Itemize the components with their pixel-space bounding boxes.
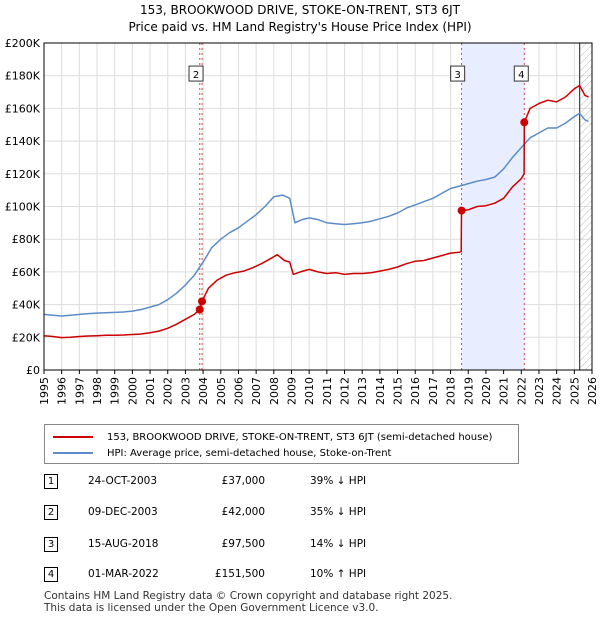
y-tick-label: £40K <box>12 299 41 312</box>
x-tick-label: 2021 <box>498 377 511 405</box>
x-tick-label: 2020 <box>480 377 493 405</box>
chart-subtitle: Price paid vs. HM Land Registry's House … <box>128 20 472 34</box>
transaction-point <box>457 206 466 215</box>
transaction-price: £37,000 <box>221 475 265 487</box>
y-tick-label: £180K <box>5 70 41 83</box>
footer-copyright: Contains HM Land Registry data © Crown c… <box>44 590 453 602</box>
x-tick-label: 2008 <box>268 377 281 405</box>
transaction-label-number: 3 <box>454 70 460 81</box>
hpi-line <box>43 112 589 317</box>
x-tick-label: 1997 <box>73 377 86 405</box>
forecast-hatch-region <box>579 43 592 370</box>
y-tick-label: £120K <box>5 168 41 181</box>
x-tick-label: 1998 <box>91 377 104 405</box>
transaction-date: 15-AUG-2018 <box>88 538 159 550</box>
transaction-price: £42,000 <box>221 506 265 518</box>
transaction-hpi: 35% ↓ HPI <box>310 506 367 518</box>
transaction-label-number: 2 <box>193 70 199 81</box>
x-tick-label: 2010 <box>303 377 316 405</box>
shaded-region <box>461 43 525 370</box>
y-tick-label: £60K <box>12 266 41 279</box>
transaction-row: 4 01-MAR-2022 £151,500 10% ↑ HPI <box>0 567 600 587</box>
footer-licence: This data is licensed under the Open Gov… <box>44 602 379 614</box>
x-tick-label: 2007 <box>250 377 263 405</box>
x-tick-label: 2000 <box>126 377 139 405</box>
chart-title: 153, BROOKWOOD DRIVE, STOKE-ON-TRENT, ST… <box>139 3 461 17</box>
transaction-date: 24-OCT-2003 <box>88 475 157 487</box>
x-tick-label: 2011 <box>321 377 334 405</box>
transaction-date: 01-MAR-2022 <box>88 568 159 580</box>
x-tick-label: 1999 <box>109 377 122 405</box>
y-tick-label: £140K <box>5 135 41 148</box>
y-tick-label: £20K <box>12 331 41 344</box>
y-tick-label: £0 <box>26 364 40 377</box>
x-tick-label: 2023 <box>533 377 546 405</box>
x-tick-label: 2016 <box>409 377 422 405</box>
transaction-number: 4 <box>44 567 58 582</box>
x-tick-label: 2005 <box>215 377 228 405</box>
legend-label-hpi: HPI: Average price, semi-detached house,… <box>107 447 392 459</box>
legend-item-hpi: HPI: Average price, semi-detached house,… <box>53 446 391 460</box>
transaction-label-box <box>450 65 466 82</box>
x-tick-label: 1996 <box>56 377 69 405</box>
x-tick-label: 2012 <box>339 377 352 405</box>
price-chart: 2 3 4 £0 £20K £40K £60K £80K £100K £120K £140K £16… <box>5 37 599 405</box>
x-tick-label: 2003 <box>179 377 192 405</box>
x-tick-label: 2017 <box>427 377 440 405</box>
x-tick-label: 2006 <box>232 377 245 405</box>
transaction-row: 1 24-OCT-2003 £37,000 39% ↓ HPI <box>0 474 600 494</box>
x-tick-label: 2026 <box>586 377 599 405</box>
x-tick-label: 2001 <box>144 377 157 405</box>
x-tick-label: 2013 <box>356 377 369 405</box>
footer: Contains HM Land Registry data © Crown c… <box>44 590 452 614</box>
transaction-hpi: 10% ↑ HPI <box>310 568 367 580</box>
x-tick-label: 2024 <box>551 377 564 405</box>
legend-swatch-hpi <box>53 452 93 454</box>
transaction-label-number: 4 <box>518 70 524 81</box>
x-tick-label: 1995 <box>38 377 51 405</box>
transaction-price: £151,500 <box>214 568 265 580</box>
x-tick-label: 2022 <box>515 377 528 405</box>
transaction-row: 3 15-AUG-2018 £97,500 14% ↓ HPI <box>0 537 600 557</box>
transaction-label-box <box>513 65 529 82</box>
y-tick-label: £80K <box>12 233 41 246</box>
legend-item-property: 153, BROOKWOOD DRIVE, STOKE-ON-TRENT, ST… <box>53 430 492 444</box>
transaction-number: 1 <box>44 474 58 489</box>
transaction-number: 3 <box>44 537 58 552</box>
x-tick-label: 2025 <box>568 377 581 405</box>
y-tick-label: £160K <box>5 102 41 115</box>
transaction-label-box <box>188 65 204 82</box>
x-tick-label: 2002 <box>162 377 175 405</box>
y-tick-label: £100K <box>5 201 41 214</box>
legend-swatch-property <box>53 436 93 438</box>
transaction-hpi: 39% ↓ HPI <box>310 475 367 487</box>
chart-legend: 153, BROOKWOOD DRIVE, STOKE-ON-TRENT, ST… <box>44 424 519 464</box>
x-tick-label: 2014 <box>374 377 387 405</box>
y-tick-label: £200K <box>5 37 41 50</box>
x-tick-label: 2018 <box>445 377 458 405</box>
legend-label-property: 153, BROOKWOOD DRIVE, STOKE-ON-TRENT, ST… <box>107 431 493 443</box>
transaction-row: 2 09-DEC-2003 £42,000 35% ↓ HPI <box>0 505 600 525</box>
x-tick-label: 2015 <box>392 377 405 405</box>
transaction-number: 2 <box>44 505 58 520</box>
x-tick-label: 2004 <box>197 377 210 405</box>
plot-frame <box>43 42 593 371</box>
property-price-line <box>43 84 589 339</box>
transaction-hpi: 14% ↓ HPI <box>310 538 367 550</box>
transaction-point <box>520 118 529 127</box>
transaction-point <box>198 297 207 306</box>
x-tick-label: 2019 <box>462 377 475 405</box>
x-tick-label: 2009 <box>285 377 298 405</box>
transaction-price: £97,500 <box>221 538 265 550</box>
transaction-date: 09-DEC-2003 <box>88 506 158 518</box>
transaction-point <box>195 305 204 314</box>
